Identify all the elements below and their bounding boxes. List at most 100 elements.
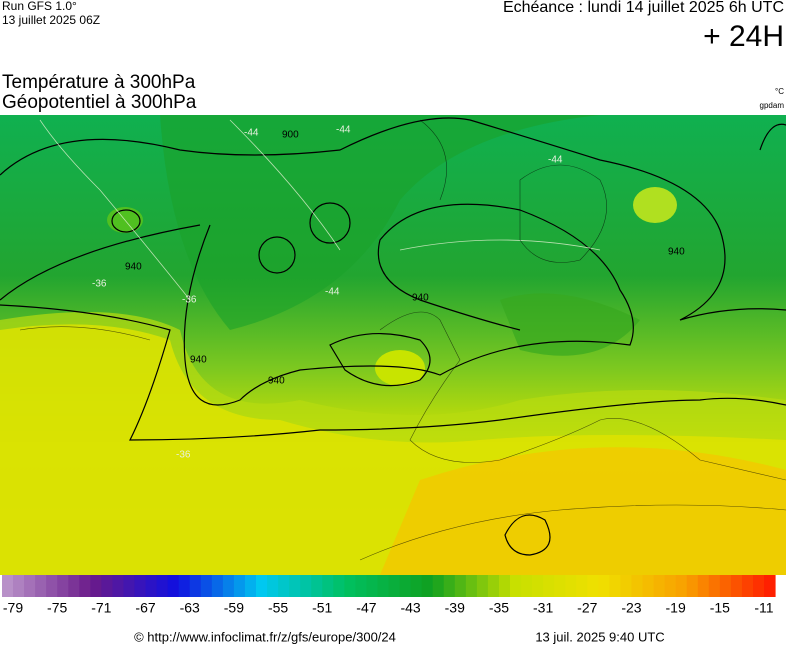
- scale-tick-label: -71: [91, 600, 111, 616]
- scale-cell: [222, 575, 235, 597]
- scale-cell: [90, 575, 102, 597]
- scale-cell: [664, 575, 677, 597]
- scale-tick-label: -63: [180, 600, 200, 616]
- scale-cell: [388, 575, 401, 597]
- scale-cell: [631, 575, 644, 597]
- scale-cell: [598, 575, 610, 597]
- scale-cell: [697, 575, 710, 597]
- run-label: Run GFS 1.0°: [2, 0, 77, 13]
- scale-cell: [620, 575, 633, 597]
- contour-label: 940: [190, 355, 207, 366]
- title-temperature: Température à 300hPa: [2, 72, 196, 93]
- scale-cell: [421, 575, 434, 597]
- scale-cell: [267, 575, 279, 597]
- scale-cell: [565, 575, 577, 597]
- scale-cell: [24, 575, 36, 597]
- isotherm-label: -36: [176, 450, 191, 461]
- scale-cell: [532, 575, 544, 597]
- contour-label: 940: [668, 247, 685, 258]
- scale-cell: [487, 575, 500, 597]
- contour-label: 940: [412, 293, 429, 304]
- scale-cell: [476, 575, 489, 597]
- scale-cell: [112, 575, 124, 597]
- scale-cell: [399, 575, 412, 597]
- scale-cell: [465, 575, 478, 597]
- color-scale: -79 -75 -71 -67 -63 -59 -55 -51 -47 -43 -39 -35 -31 -…: [2, 575, 776, 616]
- scale-cell: [543, 575, 555, 597]
- scale-cell: [311, 575, 323, 597]
- scale-cell: [708, 575, 721, 597]
- scale-cell: [35, 575, 47, 597]
- scale-tick-label: -19: [666, 600, 686, 616]
- timestamp: 13 juil. 2025 9:40 UTC: [535, 629, 664, 644]
- unit-geopotential: gpdam: [760, 101, 785, 110]
- lead-time: + 24H: [703, 20, 784, 53]
- scale-cell: [57, 575, 69, 597]
- scale-tick-label: -55: [268, 600, 288, 616]
- source-url: © http://www.infoclimat.fr/z/gfs/europe/…: [134, 629, 396, 644]
- scale-cell: [123, 575, 136, 597]
- scale-cell: [79, 575, 91, 597]
- scale-cell: [156, 575, 169, 597]
- scale-cell: [730, 575, 743, 597]
- scale-tick-label: -51: [312, 600, 332, 616]
- contour-label: 940: [125, 262, 142, 273]
- isotherm-label: -36: [92, 279, 107, 290]
- title-geopotential: Géopotentiel à 300hPa: [2, 92, 197, 113]
- scale-cell: [46, 575, 58, 597]
- scale-cell: [145, 575, 158, 597]
- contour-label: 900: [282, 130, 299, 141]
- scale-cell: [642, 575, 655, 597]
- scale-cell: [366, 575, 378, 597]
- scale-cell: [498, 575, 511, 597]
- isotherm-label: -44: [244, 128, 259, 139]
- scale-cell: [2, 575, 14, 597]
- unit-temperature: °C: [775, 87, 784, 96]
- scale-cell: [13, 575, 25, 597]
- scale-tick-label: -15: [710, 600, 730, 616]
- scale-cell: [355, 575, 367, 597]
- run-date: 13 juillet 2025 06Z: [2, 13, 100, 27]
- scale-cell: [101, 575, 113, 597]
- scale-cell: [233, 575, 246, 597]
- scale-cell: [521, 575, 533, 597]
- scale-cell: [741, 575, 754, 597]
- scale-cell: [189, 575, 202, 597]
- scale-tick-label: -79: [3, 600, 23, 616]
- isotherm-label: -44: [548, 155, 563, 166]
- scale-cell: [300, 575, 312, 597]
- scale-cell: [289, 575, 301, 597]
- scale-tick-label: -35: [489, 600, 509, 616]
- scale-cell: [443, 575, 456, 597]
- scale-cell: [554, 575, 566, 597]
- scale-tick-label: -39: [445, 600, 465, 616]
- scale-cell: [68, 575, 80, 597]
- scale-tick-label: -67: [135, 600, 155, 616]
- scale-cell: [178, 575, 191, 597]
- scale-tick-label: -59: [224, 600, 244, 616]
- scale-cell: [134, 575, 147, 597]
- scale-tick-label: -31: [533, 600, 553, 616]
- scale-cell: [278, 575, 290, 597]
- scale-cell: [653, 575, 666, 597]
- isotherm-label: -36: [182, 295, 197, 306]
- scale-cell: [686, 575, 699, 597]
- scale-tick-label: -23: [621, 600, 641, 616]
- forecast-time: Echéance : lundi 14 juillet 2025 6h UTC: [503, 0, 784, 16]
- scale-cell: [764, 575, 776, 597]
- scale-cell: [200, 575, 213, 597]
- scale-cell: [167, 575, 180, 597]
- scale-cell: [587, 575, 599, 597]
- map: 900 940 940 940 940 940 -44 -44 -44 -44 …: [0, 115, 786, 575]
- scale-cell: [510, 575, 522, 597]
- scale-cell: [344, 575, 356, 597]
- scale-tick-label: -11: [754, 600, 773, 616]
- scale-cell: [333, 575, 345, 597]
- isotherm-label: -44: [336, 125, 351, 136]
- scale-cell: [256, 575, 268, 597]
- scale-cell: [244, 575, 257, 597]
- scale-cell: [211, 575, 224, 597]
- scale-cell: [719, 575, 732, 597]
